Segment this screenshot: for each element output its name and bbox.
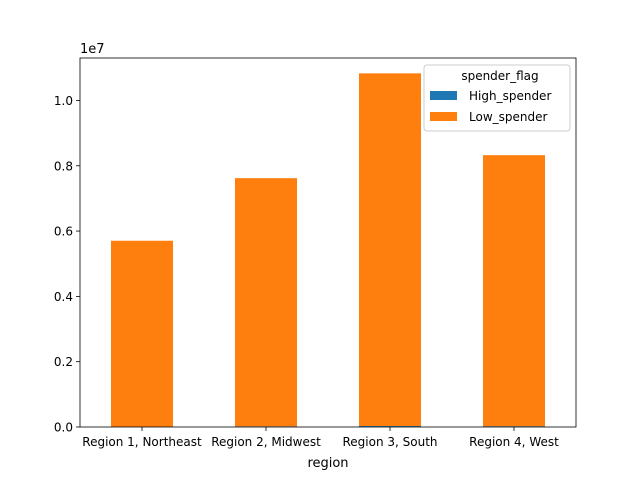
bar-low-spender-2 (235, 178, 297, 426)
y-tick-label: 0.6 (54, 225, 73, 239)
legend-label-low-spender: Low_spender (469, 110, 547, 124)
y-tick-label: 0.8 (54, 159, 73, 173)
bar-low-spender-4 (483, 155, 545, 426)
y-tick-label: 0.0 (54, 421, 73, 435)
y-tick-label: 0.2 (54, 355, 73, 369)
bar-low-spender-1 (111, 241, 173, 427)
legend-title: spender_flag (461, 69, 538, 83)
x-tick-label: Region 3, South (342, 435, 437, 449)
y-tick-label: 1.0 (54, 94, 73, 108)
x-tick-label: Region 4, West (469, 435, 559, 449)
legend-swatch-high-spender (430, 91, 457, 100)
y-axis-offset-label: 1e7 (80, 42, 105, 57)
legend: spender_flag High_spender Low_spender (424, 65, 570, 131)
y-tick-label: 0.4 (54, 290, 73, 304)
x-tick-label: Region 2, Midwest (211, 435, 321, 449)
legend-label-high-spender: High_spender (469, 89, 551, 103)
legend-swatch-low-spender (430, 112, 457, 121)
x-tick-label: Region 1, Northeast (82, 435, 202, 449)
x-axis-label: region (307, 456, 348, 471)
bar-low-spender-3 (359, 73, 421, 426)
